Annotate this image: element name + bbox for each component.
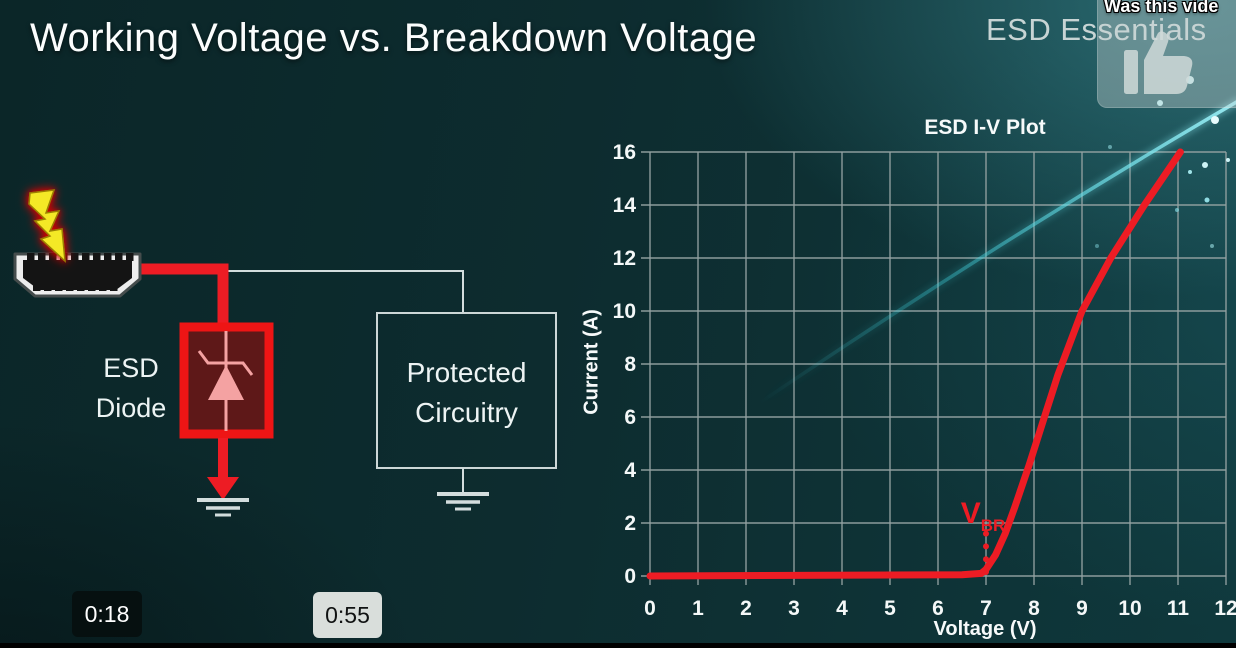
timestamp-chip-light[interactable]: 0:55 bbox=[313, 592, 382, 638]
y-tick-label: 14 bbox=[613, 194, 637, 217]
x-tick-label: 0 bbox=[644, 597, 656, 620]
vbr-annotation: VBR bbox=[961, 497, 1006, 535]
x-axis-label: Voltage (V) bbox=[933, 618, 1037, 640]
protected-circuitry-label-line1: Protected bbox=[406, 357, 527, 388]
protected-circuitry-label-line2: Circuitry bbox=[415, 397, 518, 428]
vbr-dotted-line-dot bbox=[983, 530, 989, 537]
vbr-dotted-line-dot bbox=[983, 569, 989, 575]
y-tick-label: 4 bbox=[624, 459, 636, 482]
y-tick-label: 8 bbox=[624, 353, 636, 376]
x-tick-label: 3 bbox=[788, 597, 800, 620]
current-arrow bbox=[207, 438, 239, 500]
vbr-dotted-line-dot bbox=[983, 556, 989, 563]
x-tick-label: 11 bbox=[1167, 597, 1190, 620]
y-tick-label: 10 bbox=[613, 300, 636, 323]
x-tick-label: 7 bbox=[980, 597, 992, 620]
iv-curve bbox=[646, 148, 1184, 580]
zener-diode-symbol bbox=[197, 331, 254, 431]
channel-watermark: ESD Essentials bbox=[986, 12, 1207, 47]
x-tick-label: 10 bbox=[1118, 597, 1141, 620]
esd-diode-label-line2: Diode bbox=[95, 393, 167, 423]
protected-circuitry-label: Protected Circuitry bbox=[377, 353, 556, 433]
x-tick-label: 2 bbox=[740, 597, 752, 620]
y-tick-label: 12 bbox=[613, 247, 636, 270]
x-tick-label: 5 bbox=[884, 597, 896, 620]
y-tick-label: 2 bbox=[624, 512, 636, 535]
signal-wire bbox=[225, 270, 464, 313]
x-tick-label: 12 bbox=[1214, 597, 1236, 620]
ground-symbol bbox=[197, 498, 249, 517]
chart-title: ESD I-V Plot bbox=[924, 116, 1046, 139]
hdmi-connector bbox=[13, 252, 142, 298]
vbr-dotted-line-dot bbox=[983, 543, 989, 550]
esd-diode-label: ESD Diode bbox=[61, 348, 201, 428]
y-tick-label: 0 bbox=[624, 565, 636, 588]
x-tick-label: 1 bbox=[692, 597, 704, 620]
y-tick-label: 16 bbox=[613, 141, 636, 164]
plot-grid bbox=[641, 151, 1227, 585]
y-tick-label: 6 bbox=[624, 406, 636, 429]
slide-title: Working Voltage vs. Breakdown Voltage bbox=[30, 16, 758, 60]
x-tick-label: 4 bbox=[836, 597, 848, 620]
y-axis-label: Current (A) bbox=[580, 309, 603, 415]
x-tick-label: 9 bbox=[1076, 597, 1088, 620]
x-tick-label: 8 bbox=[1028, 597, 1040, 620]
esd-path-wire bbox=[140, 263, 229, 330]
letterbox-bar bbox=[0, 643, 1236, 648]
timestamp-chip-dark[interactable]: 0:18 bbox=[72, 591, 142, 637]
thumbs-up-icon[interactable] bbox=[1118, 28, 1198, 100]
esd-diode-label-line1: ESD bbox=[103, 353, 159, 383]
x-tick-label: 6 bbox=[932, 597, 944, 620]
ground-symbol bbox=[437, 468, 489, 511]
lightning-bolt-icon bbox=[28, 189, 66, 263]
overlay-prompt-text: Was this vide bbox=[1104, 0, 1219, 16]
